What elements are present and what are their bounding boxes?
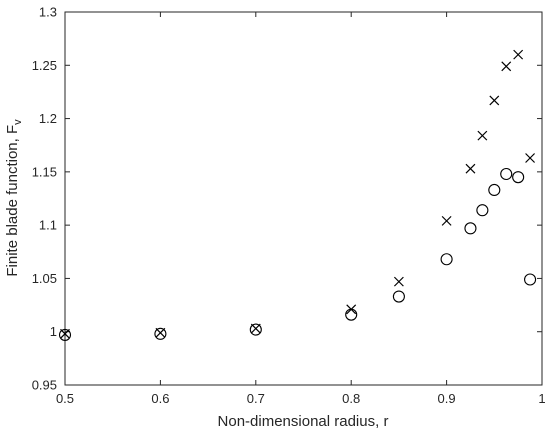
axes-box bbox=[64, 11, 543, 386]
y-tick-label: 1.2 bbox=[39, 111, 57, 126]
circle-marker bbox=[512, 171, 525, 184]
circle-marker bbox=[249, 323, 262, 336]
x-tick-label: 0.6 bbox=[151, 391, 169, 406]
y-tick-label: 1.1 bbox=[39, 218, 57, 233]
y-tick-label: 1.3 bbox=[39, 5, 57, 20]
x-axis-label: Non-dimensional radius, r bbox=[218, 413, 389, 430]
cross-marker bbox=[489, 95, 500, 106]
cross-marker bbox=[393, 276, 404, 287]
y-axis-label: Finite blade function, Fv bbox=[4, 119, 24, 277]
x-tick-label: 0.8 bbox=[342, 391, 360, 406]
y-tick-label: 1.25 bbox=[32, 58, 57, 73]
cross-marker bbox=[465, 163, 476, 174]
x-tick-label: 1 bbox=[538, 391, 545, 406]
y-tick-label: 1.05 bbox=[32, 271, 57, 286]
plot-area bbox=[64, 11, 543, 386]
x-tick-label: 0.9 bbox=[438, 391, 456, 406]
y-tick-label: 1.15 bbox=[32, 164, 57, 179]
circle-marker bbox=[464, 222, 477, 235]
data-markers bbox=[58, 49, 537, 341]
x-axis: 0.5 0.6 0.7 0.8 0.9 1 bbox=[56, 12, 546, 406]
circle-marker bbox=[392, 290, 405, 303]
circle-marker bbox=[440, 253, 453, 266]
y-axis: 0.95 1 1.05 1.1 1.15 1.2 1.25 1.3 bbox=[32, 5, 542, 393]
cross-marker bbox=[441, 215, 452, 226]
cross-marker bbox=[477, 130, 488, 141]
x-tick-label: 0.5 bbox=[56, 391, 74, 406]
y-axis-label-subscript: v bbox=[12, 119, 24, 125]
circle-marker bbox=[154, 327, 167, 340]
cross-marker bbox=[501, 61, 512, 72]
y-axis-label-main: Finite blade function, F bbox=[4, 125, 21, 277]
cross-marker bbox=[525, 153, 535, 163]
x-tick-label: 0.7 bbox=[247, 391, 265, 406]
circle-marker bbox=[524, 273, 537, 286]
circle-marker bbox=[488, 183, 501, 197]
circle-marker bbox=[345, 308, 358, 321]
circle-marker bbox=[58, 328, 72, 341]
circle-marker bbox=[500, 167, 513, 181]
y-tick-label: 0.95 bbox=[32, 378, 57, 393]
y-tick-label: 1 bbox=[50, 324, 57, 339]
cross-marker bbox=[513, 49, 524, 60]
circle-marker bbox=[476, 204, 489, 217]
